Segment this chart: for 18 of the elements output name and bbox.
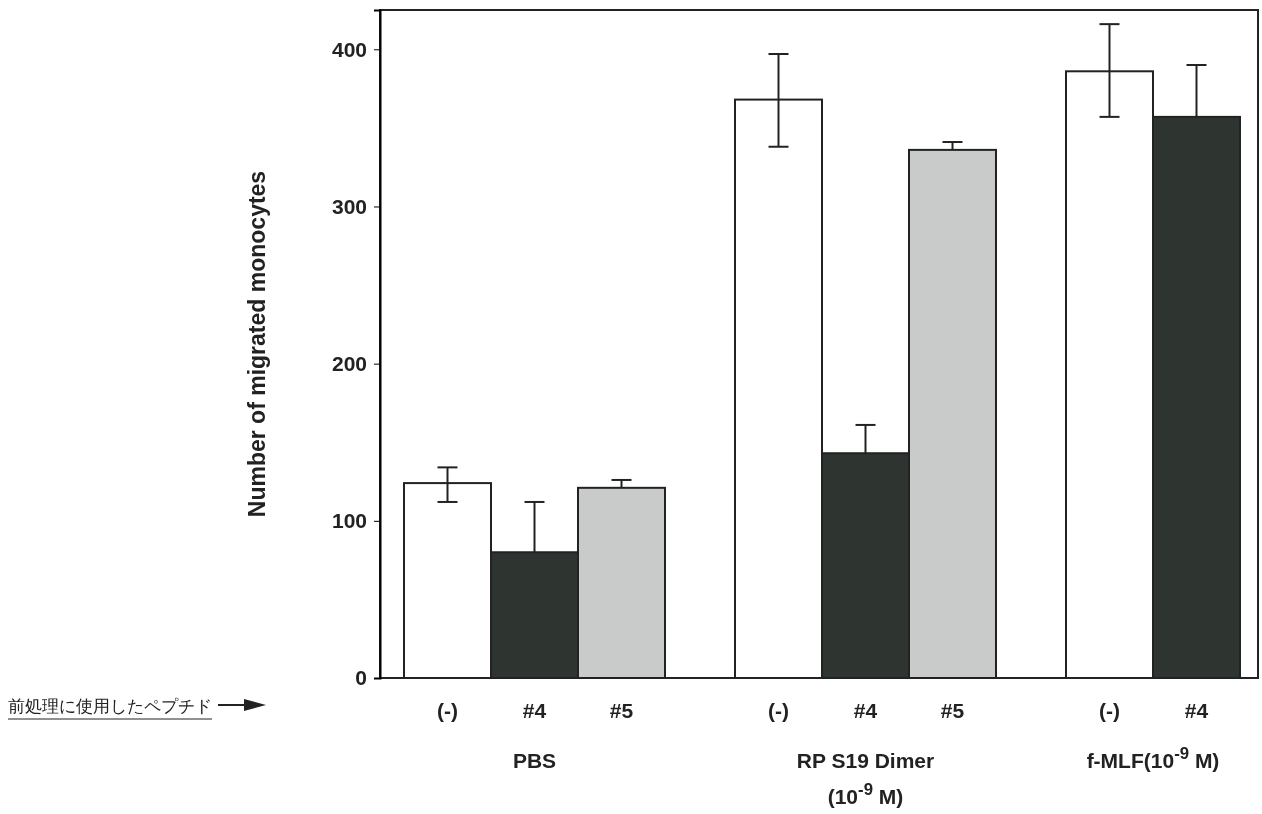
y-axis-title: Number of migrated monocytes <box>244 170 270 518</box>
x-tick-label: #4 <box>522 699 547 722</box>
x-tick-label: #5 <box>940 699 965 722</box>
x-tick-label: #4 <box>1184 699 1209 722</box>
text: f-MLF(10$^{-9}$ M) <box>1086 743 1220 772</box>
y-tick-label: 100 <box>331 509 367 533</box>
y-tick-label: 0 <box>355 666 367 690</box>
x-tick-label: #4 <box>853 699 878 722</box>
y-tick-label: 200 <box>331 351 367 375</box>
x-tick-label: #5 <box>609 699 634 722</box>
text: PBS <box>512 749 557 772</box>
y-tick-label: 300 <box>331 194 367 218</box>
text: RP S19 Dimer (10$^{-9}$ M) <box>796 749 935 808</box>
text: 前処理に使用したペプチド <box>8 696 212 716</box>
y-tick-label: 400 <box>331 37 367 61</box>
x-tick-label: (-) <box>437 699 458 722</box>
x-tick-label: (-) <box>1099 699 1120 722</box>
x-tick-label: (-) <box>768 699 789 722</box>
